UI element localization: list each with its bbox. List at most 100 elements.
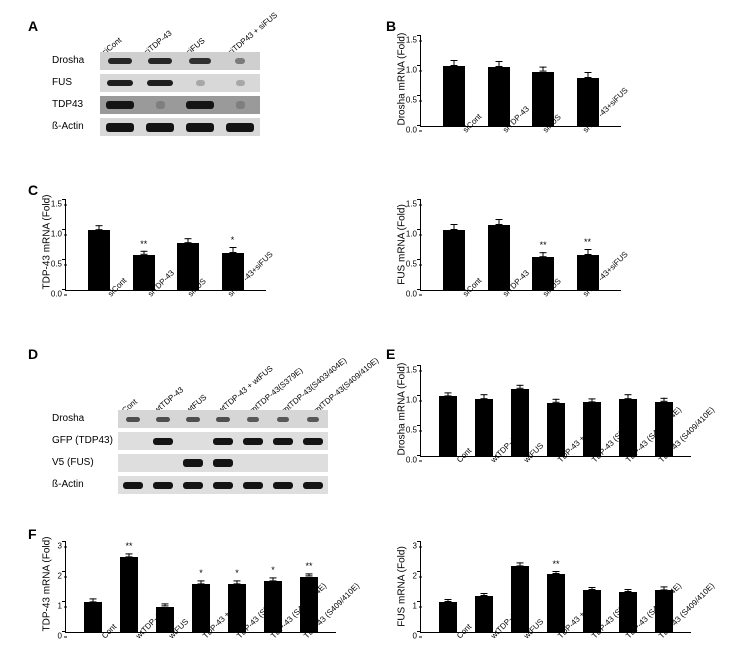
- error-bar: [592, 398, 593, 402]
- western-d-band: [183, 459, 204, 467]
- western-a-lane: [180, 96, 220, 114]
- y-tick: 1.0: [399, 66, 417, 75]
- western-d-lane: [178, 476, 208, 494]
- chart-ylabel: TDP-43 mRNA (Fold): [42, 542, 53, 632]
- western-d-lane: [118, 432, 148, 450]
- western-d-row-label: ß-Actin: [52, 476, 114, 494]
- bar-wrap: [547, 403, 565, 456]
- x-label: siTDP-43: [501, 292, 507, 298]
- bar: [84, 602, 102, 632]
- bar: [511, 566, 529, 632]
- y-tick: 1.0: [399, 396, 417, 405]
- western-d-band: [277, 417, 289, 422]
- western-a-band: [148, 58, 172, 64]
- x-label: TDP-43 + FUS: [556, 458, 562, 464]
- chart-B: Drosha mRNA (Fold)0.00.51.01.5siContsiTD…: [420, 36, 621, 127]
- y-tick: 0.0: [399, 456, 417, 465]
- error-bar: [448, 392, 449, 396]
- western-d-col-label: mtTDP-43(S409/410E): [312, 356, 380, 415]
- western-d-band: [307, 417, 319, 422]
- chart-ylabel: Drosha mRNA (Fold): [397, 36, 408, 126]
- panel-label-B: B: [386, 18, 396, 34]
- bar-wrap: [443, 66, 465, 126]
- error-bar: [543, 67, 544, 72]
- western-a-lane: [220, 74, 260, 92]
- x-label: TDP-43 (S409/410E): [657, 634, 663, 640]
- western-d-lane: [148, 454, 178, 472]
- western-a-band: [196, 80, 205, 86]
- western-d-lane: [298, 432, 328, 450]
- western-d-lane: [298, 454, 328, 472]
- western-d-lane: [118, 476, 148, 494]
- significance-marker: *: [235, 568, 239, 578]
- western-d-lane: [238, 432, 268, 450]
- y-tick: 3: [44, 542, 62, 551]
- bar-wrap: [475, 596, 493, 632]
- error-bar: [165, 603, 166, 607]
- y-tick: 1: [44, 602, 62, 611]
- bar-wrap: [439, 396, 457, 456]
- bar: **: [547, 574, 565, 633]
- western-a-lane: [100, 118, 140, 136]
- figure-container: ABCDEFsiContsiTDP-43siFUSsiTDP43 + siFUS…: [10, 10, 721, 657]
- western-a-lane: [140, 74, 180, 92]
- western-d-lane: [148, 432, 178, 450]
- bar-wrap: [488, 67, 510, 126]
- western-a-row-label: TDP43: [52, 96, 96, 114]
- y-tick: 0: [399, 632, 417, 641]
- error-bar: [99, 225, 100, 230]
- panel-label-E: E: [386, 346, 395, 362]
- y-tick: 0: [44, 632, 62, 641]
- x-label: TDP-43 + FUS: [556, 634, 562, 640]
- x-label: wtTDP-43: [134, 634, 140, 640]
- x-labels: siContsiTDP-43siFUSsiTDP-43+siFUS: [66, 290, 266, 301]
- western-a-lane: [140, 52, 180, 70]
- chart-ylabel: Drosha mRNA (Fold): [397, 366, 408, 456]
- x-label: wtTDP-43: [489, 634, 495, 640]
- bar: [443, 66, 465, 126]
- significance-marker: **: [552, 559, 559, 569]
- bar: **: [120, 557, 138, 632]
- y-tick: 1.0: [44, 230, 62, 239]
- bar-wrap: [88, 230, 110, 290]
- significance-marker: *: [199, 568, 203, 578]
- x-label: TDP-43 (S379E): [235, 634, 241, 640]
- western-d-band: [126, 417, 139, 422]
- western-d-band: [273, 482, 293, 489]
- bar-wrap: [475, 399, 493, 456]
- western-d-band: [213, 438, 233, 445]
- western-d-row-label: GFP (TDP43): [52, 432, 114, 450]
- y-tick: 0.5: [399, 426, 417, 435]
- bar-wrap: *: [192, 584, 210, 632]
- y-tick: 2: [44, 572, 62, 581]
- western-d-lane: [268, 454, 298, 472]
- error-bar: [498, 61, 499, 67]
- error-bar: [498, 219, 499, 225]
- error-bar: [628, 589, 629, 592]
- error-bar: [664, 586, 665, 590]
- chart-ylabel: TDP-43 mRNA (Fold): [42, 200, 53, 290]
- x-label: siTDP-43+siFUS: [581, 128, 587, 134]
- x-label: TDP-43 (S409/410E): [657, 458, 663, 464]
- x-label: TDP-43 (S379E): [590, 458, 596, 464]
- western-a-band: [226, 123, 255, 132]
- western-d-lane: [298, 476, 328, 494]
- significance-marker: **: [584, 237, 591, 247]
- chart-area: 0.00.51.01.5****siContsiTDP-43siFUSsiTDP…: [420, 200, 621, 291]
- error-bar: [520, 562, 521, 566]
- significance-marker: **: [140, 239, 147, 249]
- x-label: siTDP-43: [146, 292, 152, 298]
- x-label: Cont: [455, 458, 461, 464]
- x-label: wtFUS: [522, 634, 528, 640]
- chart-E: Drosha mRNA (Fold)0.00.51.01.5ContwtTDP-…: [420, 366, 691, 457]
- x-labels: ContwtTDP-43wtFUSTDP-43 + FUSTDP-43 (S37…: [421, 456, 691, 467]
- western-d-lane: [118, 454, 148, 472]
- bar-wrap: [443, 230, 465, 290]
- error-bar: [454, 224, 455, 230]
- western-a-band: [106, 101, 135, 109]
- panel-label-D: D: [28, 346, 38, 362]
- y-tick: 1.5: [399, 200, 417, 209]
- western-a-band: [186, 101, 215, 109]
- western-d-band: [156, 417, 169, 422]
- bar: [475, 596, 493, 632]
